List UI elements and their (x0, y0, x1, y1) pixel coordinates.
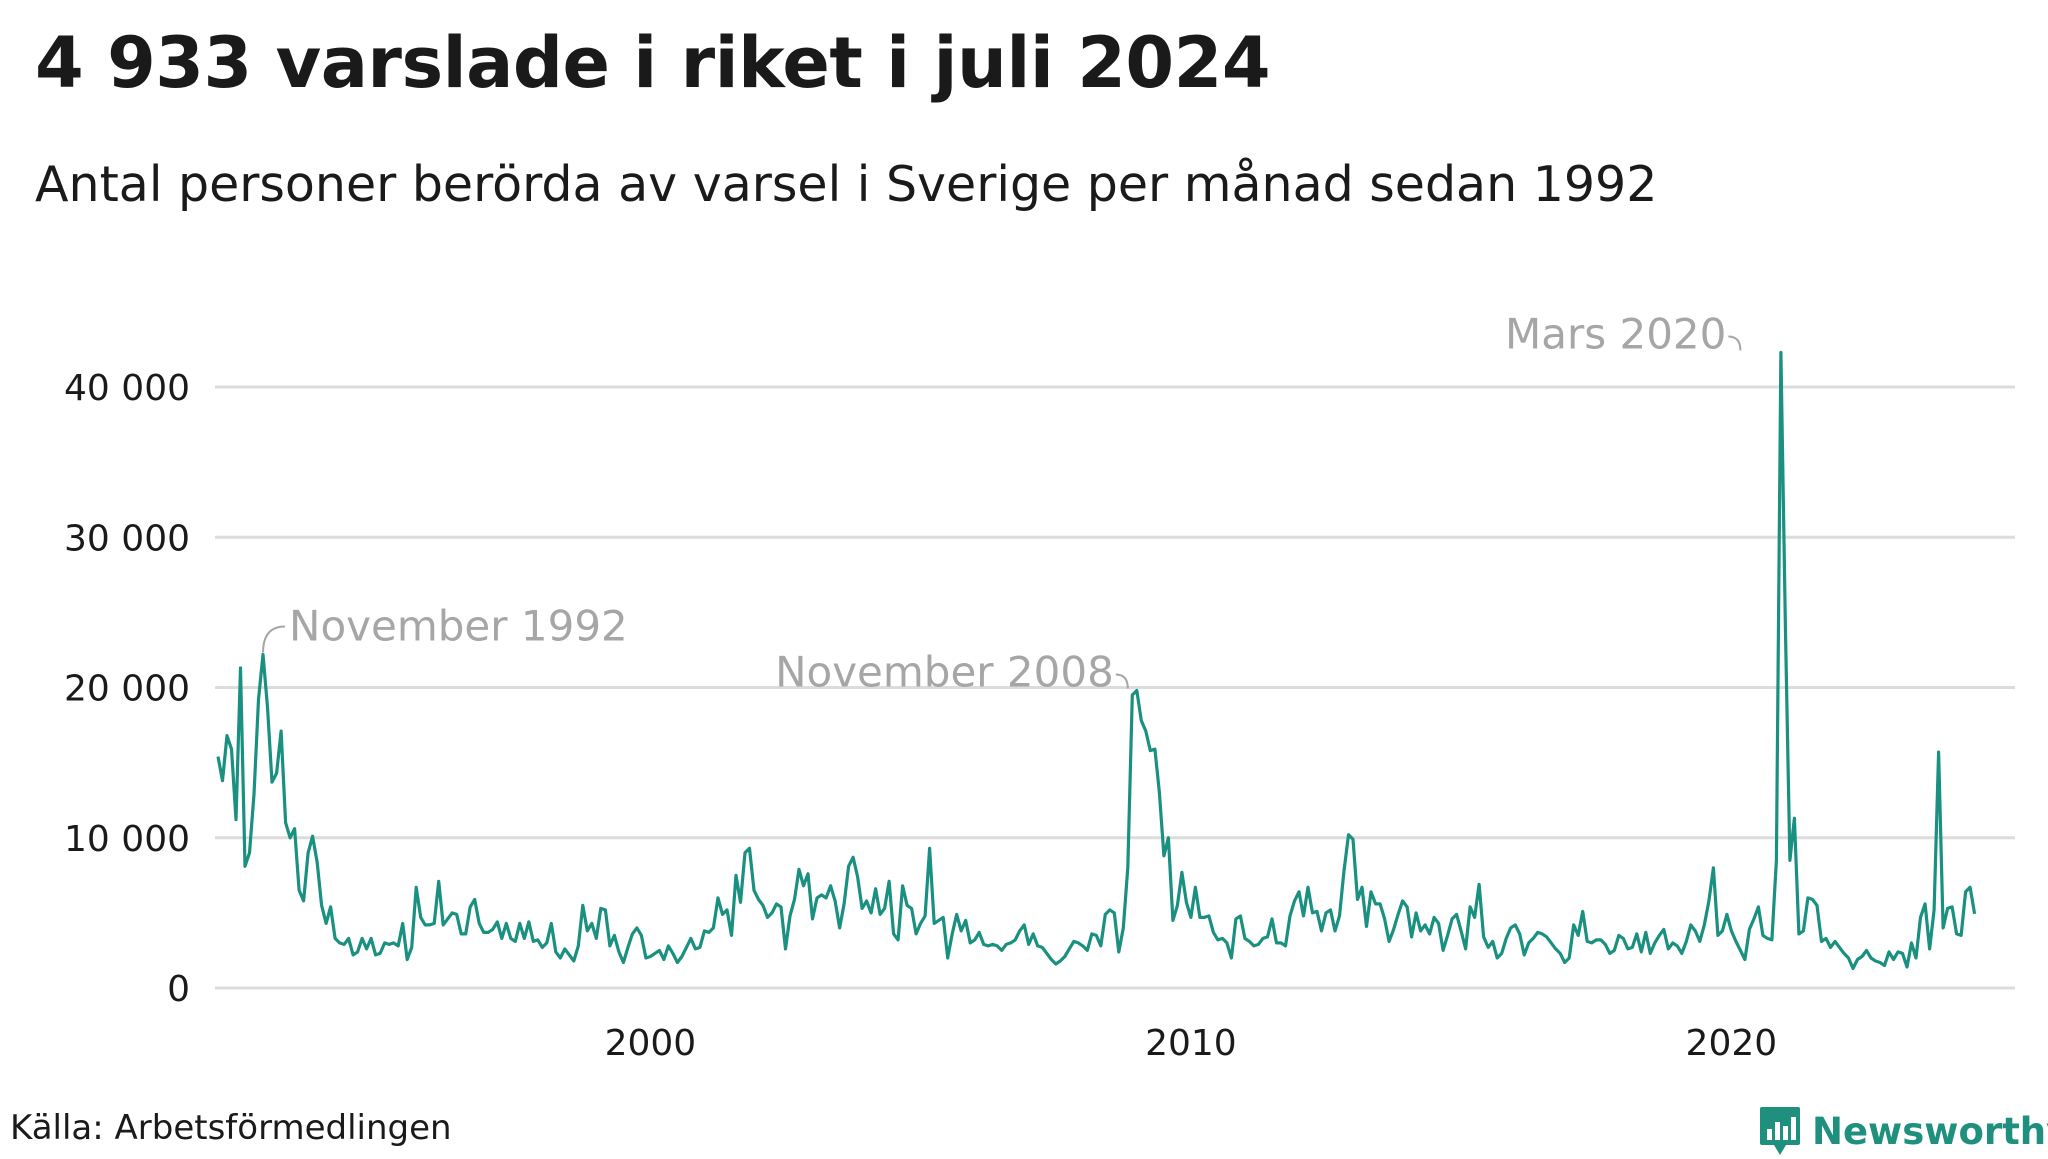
y-tick-label: 20 000 (64, 669, 190, 710)
y-tick-label: 0 (167, 969, 190, 1010)
y-tick-label: 40 000 (64, 368, 190, 409)
x-tick-label: 2000 (605, 1023, 697, 1064)
brand-logo: Newsworthy (1758, 1103, 2048, 1159)
annotation-label: Mars 2020 (1505, 309, 1726, 358)
annotation-label: November 2008 (775, 648, 1114, 697)
page-title: 4 933 varslade i riket i juli 2024 (35, 22, 1271, 104)
page-subtitle: Antal personer berörda av varsel i Sveri… (35, 156, 1658, 213)
series-line-0 (216, 350, 1977, 971)
x-tick-label: 2020 (1686, 1023, 1778, 1064)
annotation-leader (262, 625, 286, 653)
chart-series (216, 350, 1977, 971)
brand-name: Newsworthy (1812, 1109, 2048, 1153)
y-tick-label: 10 000 (64, 819, 190, 860)
annotation-label: November 1992 (289, 601, 628, 650)
y-axis: 0 10 000 20 000 30 000 40 000 (64, 368, 190, 1010)
chart-annotations: November 1992 November 2008 Mars 2020 (262, 309, 1742, 697)
x-axis: 2000 2010 2020 (605, 1023, 1778, 1064)
chart-grid (215, 385, 2015, 990)
annotation-leader (1115, 673, 1129, 689)
x-tick-label: 2010 (1145, 1023, 1237, 1064)
source-note: Källa: Arbetsförmedlingen (10, 1108, 452, 1148)
line-chart: 0 10 000 20 000 30 000 40 000 2000 2010 2020 N… (64, 309, 2015, 1064)
bar-chart-badge-icon (1760, 1107, 1800, 1155)
annotation-leader (1728, 335, 1742, 351)
y-tick-label: 30 000 (64, 518, 190, 559)
